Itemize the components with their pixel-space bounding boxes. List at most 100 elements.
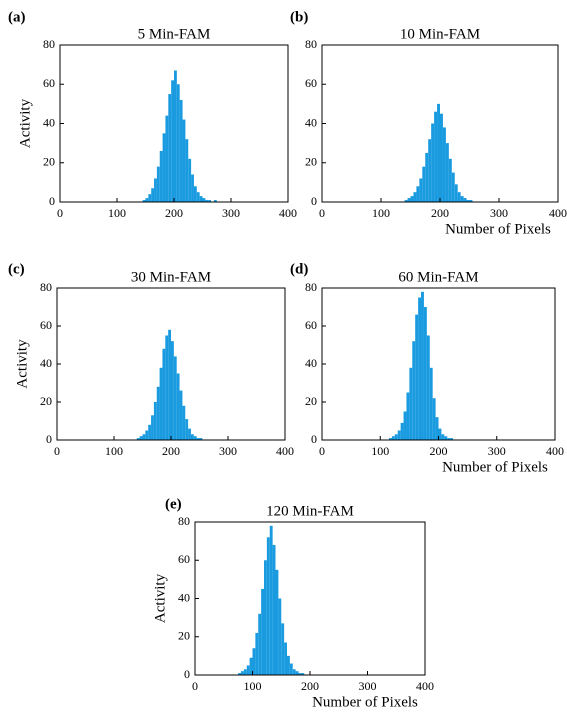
bar: [182, 405, 186, 440]
bar: [421, 291, 424, 440]
x-tick-label: 0: [192, 679, 198, 693]
panel-label: (c): [8, 261, 25, 277]
x-tick-label: 200: [301, 679, 319, 693]
y-tick-label: 60: [40, 318, 52, 332]
bar: [425, 152, 429, 202]
bar: [426, 335, 430, 440]
bar: [185, 419, 189, 440]
bar: [295, 671, 299, 675]
bar: [252, 648, 256, 675]
x-tick-label: 100: [108, 206, 126, 220]
bar: [448, 158, 452, 202]
bar: [438, 428, 442, 440]
y-tick-label: 20: [305, 394, 317, 408]
bar: [441, 434, 445, 440]
bar: [174, 70, 177, 202]
bar: [255, 632, 259, 675]
x-tick-label: 200: [165, 206, 183, 220]
bar: [188, 158, 192, 202]
bar: [287, 655, 290, 675]
bar: [156, 386, 160, 440]
bar: [196, 192, 200, 202]
plot-frame: [194, 521, 426, 676]
bar: [191, 174, 194, 202]
x-tick-label: 0: [319, 206, 325, 220]
bar: [422, 166, 426, 202]
bar: [199, 196, 203, 202]
bar: [193, 436, 197, 440]
bar: [258, 613, 262, 675]
x-tick-label: 100: [244, 679, 262, 693]
bar: [162, 348, 166, 440]
bar: [428, 139, 432, 202]
bar: [419, 178, 423, 202]
bar: [136, 438, 140, 440]
chart-title: 5 Min-FAM: [138, 26, 211, 42]
chart-title: 60 Min-FAM: [398, 269, 478, 285]
bar: [418, 297, 422, 440]
bar: [275, 569, 279, 675]
y-tick-label: 20: [43, 155, 55, 169]
bar: [416, 186, 420, 202]
bar: [391, 436, 395, 440]
y-tick-label: 80: [40, 280, 52, 294]
bar: [435, 417, 439, 440]
bar: [397, 430, 401, 440]
bar: [154, 178, 157, 202]
bar: [410, 196, 414, 202]
x-tick-label: 200: [162, 444, 180, 458]
chart-title: 120 Min-FAM: [266, 503, 354, 519]
bar: [292, 669, 296, 675]
y-tick-label: 0: [46, 432, 52, 446]
bar: [278, 598, 282, 675]
bar: [431, 123, 435, 202]
bar: [156, 166, 160, 202]
bar: [179, 99, 183, 202]
bar: [444, 436, 448, 440]
x-axis-label: Number of Pixels: [442, 459, 548, 475]
bar: [264, 560, 267, 675]
bar: [394, 434, 398, 440]
y-tick-label: 0: [311, 432, 317, 446]
bar: [434, 111, 438, 202]
bar: [176, 84, 180, 202]
bar: [182, 119, 186, 202]
bar: [162, 133, 166, 202]
x-tick-label: 100: [105, 444, 123, 458]
y-axis-label: Activity: [17, 98, 33, 148]
bar: [407, 198, 411, 202]
bar: [165, 335, 169, 440]
bar: [413, 192, 417, 202]
bar: [193, 186, 197, 202]
bar: [153, 402, 157, 440]
bar: [457, 192, 461, 202]
bar: [148, 424, 152, 440]
bar: [249, 657, 253, 675]
bar: [466, 200, 470, 202]
x-tick-label: 400: [549, 206, 567, 220]
bar: [145, 430, 149, 440]
bar: [266, 537, 270, 675]
bar: [159, 367, 163, 440]
x-tick-label: 100: [371, 444, 389, 458]
y-tick-label: 80: [43, 37, 55, 51]
bar: [298, 673, 302, 675]
x-tick-label: 300: [222, 206, 240, 220]
bar: [445, 143, 449, 202]
bar: [403, 411, 407, 440]
bar: [151, 188, 155, 202]
x-tick-label: 200: [430, 444, 448, 458]
x-tick-label: 400: [546, 444, 564, 458]
bar: [173, 356, 177, 440]
x-tick-label: 400: [279, 206, 297, 220]
bar: [429, 367, 433, 440]
x-tick-label: 300: [219, 444, 237, 458]
panel-label: (e): [165, 496, 182, 512]
bar: [179, 390, 183, 440]
x-tick-label: 0: [54, 444, 60, 458]
bar: [171, 80, 174, 202]
y-tick-label: 80: [305, 37, 317, 51]
bar: [409, 367, 413, 440]
bar: [202, 198, 206, 202]
bar: [213, 200, 217, 202]
